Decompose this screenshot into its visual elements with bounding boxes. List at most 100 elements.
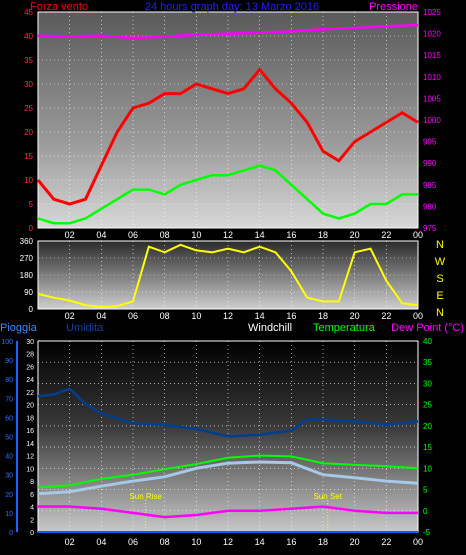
y-tick-left: 5	[29, 200, 34, 209]
series-direzione	[37, 243, 419, 309]
y-tick-direction: 180	[20, 271, 34, 280]
y-tick-temperatura: 25	[423, 401, 432, 410]
y-tick-right: 1010	[423, 73, 441, 82]
sun-annotation: Sun Rise	[129, 492, 162, 501]
right-axis-label: Pressione	[369, 1, 418, 13]
y-tick-umidita: 2	[30, 517, 34, 524]
y-tick-left: 25	[24, 104, 33, 113]
y-tick-pioggia: 40	[5, 454, 13, 461]
label-umidita: Umidita	[66, 322, 104, 334]
label-dew-point: Dew Point (°C)	[391, 322, 464, 334]
y-tick-umidita: 12	[26, 454, 34, 461]
y-tick-umidita: 0	[30, 530, 34, 537]
x-tick-label: 18	[318, 311, 328, 321]
chart-title: 24 hours graph day: 13 Marzo 2016	[145, 1, 319, 13]
x-tick-label: 10	[191, 230, 201, 240]
y-tick-left: 15	[24, 152, 33, 161]
x-tick-label: 04	[96, 537, 106, 547]
y-tick-pioggia: 70	[5, 396, 13, 403]
y-tick-temperatura: 10	[423, 464, 432, 473]
y-tick-temperatura: 35	[423, 358, 432, 367]
series-pressione	[37, 23, 419, 40]
x-tick-label: 10	[191, 311, 201, 321]
y-tick-direction: 0	[29, 305, 34, 314]
x-tick-label: 00	[413, 311, 423, 321]
x-tick-label: 14	[255, 230, 265, 240]
y-tick-umidita: 28	[26, 352, 34, 359]
y-tick-umidita: 8	[30, 479, 34, 486]
y-tick-umidita: 30	[26, 339, 34, 346]
x-tick-label: 12	[223, 537, 233, 547]
x-tick-label: 16	[286, 311, 296, 321]
y-tick-umidita: 24	[26, 377, 34, 384]
y-tick-direction: 90	[24, 288, 33, 297]
series-forza-vento	[36, 67, 419, 206]
y-tick-right: 990	[423, 159, 437, 168]
y-tick-pioggia: 10	[5, 511, 13, 518]
y-tick-right: 1005	[423, 94, 441, 103]
x-tick-label: 02	[65, 230, 75, 240]
y-tick-umidita: 16	[26, 428, 34, 435]
y-tick-pioggia: 50	[5, 435, 13, 442]
y-tick-umidita: 14	[26, 441, 34, 448]
x-tick-label: 10	[191, 537, 201, 547]
y-tick-pioggia: 100	[1, 339, 13, 346]
x-tick-label: 20	[350, 311, 360, 321]
y-tick-right: 1000	[423, 116, 441, 125]
y-tick-temperatura: 30	[423, 379, 432, 388]
y-tick-pioggia: 90	[5, 358, 13, 365]
compass-label: E	[436, 290, 443, 302]
x-tick-label: 12	[223, 230, 233, 240]
y-tick-left: 20	[24, 128, 33, 137]
x-tick-label: 00	[413, 537, 423, 547]
x-tick-label: 06	[128, 537, 138, 547]
y-tick-umidita: 4	[30, 505, 34, 512]
y-tick-temperatura: 15	[423, 443, 432, 452]
y-tick-temperatura: -5	[423, 528, 431, 537]
compass-label: N	[436, 307, 444, 319]
y-tick-umidita: 10	[26, 466, 34, 473]
y-tick-pioggia: 80	[5, 377, 13, 384]
y-tick-direction: 270	[20, 254, 34, 263]
y-tick-left: 30	[24, 80, 33, 89]
label-temperatura: Temperatura	[313, 322, 376, 334]
y-tick-direction: 360	[20, 237, 34, 246]
y-tick-right: 980	[423, 202, 437, 211]
series-windchill	[37, 460, 419, 496]
y-tick-umidita: 6	[30, 492, 34, 499]
y-tick-left: 45	[24, 8, 33, 17]
y-tick-left: 35	[24, 56, 33, 65]
series-dew-point	[38, 505, 418, 519]
y-tick-temperatura: 40	[423, 337, 432, 346]
x-tick-label: 14	[255, 311, 265, 321]
y-tick-umidita: 26	[26, 364, 34, 371]
y-tick-umidita: 18	[26, 415, 34, 422]
left-axis-label: Forza vento	[30, 1, 88, 13]
compass-label: S	[436, 273, 443, 285]
y-tick-pioggia: 20	[5, 492, 13, 499]
x-tick-label: 02	[65, 311, 75, 321]
x-tick-label: 16	[286, 230, 296, 240]
x-tick-label: 20	[350, 230, 360, 240]
compass-label: W	[435, 256, 446, 268]
x-tick-label: 22	[381, 230, 391, 240]
x-tick-label: 22	[381, 311, 391, 321]
x-tick-label: 08	[160, 230, 170, 240]
x-tick-label: 18	[318, 230, 328, 240]
label-pioggia: Pioggia	[0, 322, 38, 334]
y-tick-right: 1015	[423, 51, 441, 60]
series-raffica	[37, 164, 418, 225]
x-tick-label: 02	[65, 537, 75, 547]
y-tick-left: 40	[24, 32, 33, 41]
x-tick-label: 22	[381, 537, 391, 547]
x-tick-label: 08	[160, 537, 170, 547]
x-tick-label: 16	[286, 537, 296, 547]
x-tick-label: 00	[413, 230, 423, 240]
x-tick-label: 12	[223, 311, 233, 321]
y-tick-umidita: 22	[26, 390, 34, 397]
x-tick-label: 14	[255, 537, 265, 547]
compass-label: N	[436, 239, 444, 251]
y-tick-right: 1025	[423, 8, 441, 17]
y-tick-temperatura: 5	[423, 486, 428, 495]
